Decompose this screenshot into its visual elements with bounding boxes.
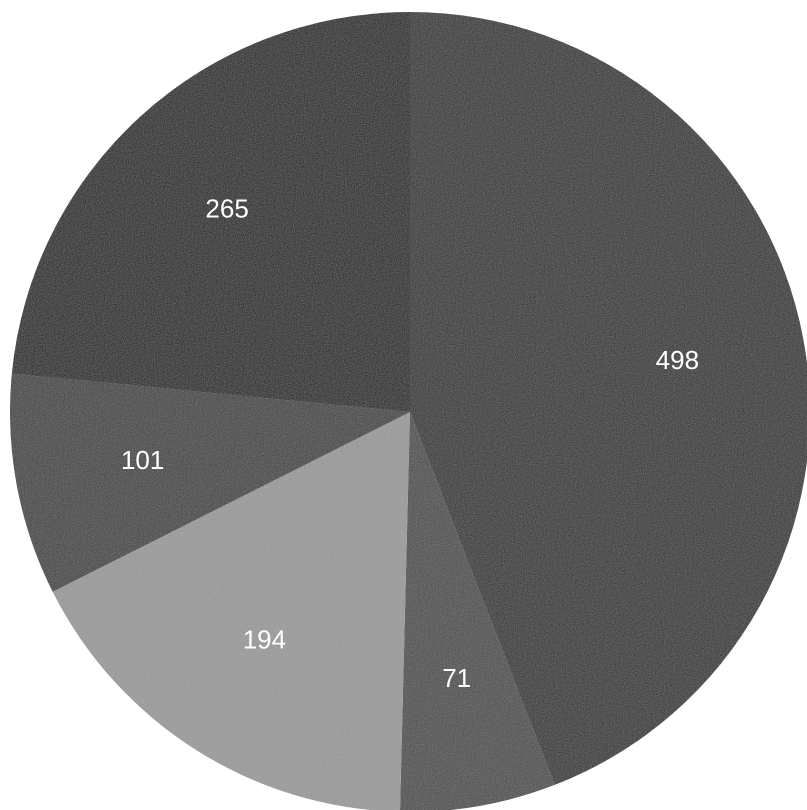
pie-slice-label-194: 194 [243, 625, 286, 655]
pie-slice-194 [52, 412, 410, 810]
pie-slice-265 [11, 12, 410, 412]
pie-slice-label-265: 265 [205, 194, 248, 224]
pie-slices [9, 12, 807, 810]
pie-slice-101 [9, 373, 410, 592]
pie-slice-71 [400, 412, 555, 810]
pie-slice-label-498: 498 [656, 345, 699, 375]
pie-labels: 498 71 194 101 265 [121, 194, 699, 693]
pie-slice-label-101: 101 [121, 445, 164, 475]
pie-slice-498 [410, 12, 807, 785]
pie-slice-label-71: 71 [442, 663, 471, 693]
